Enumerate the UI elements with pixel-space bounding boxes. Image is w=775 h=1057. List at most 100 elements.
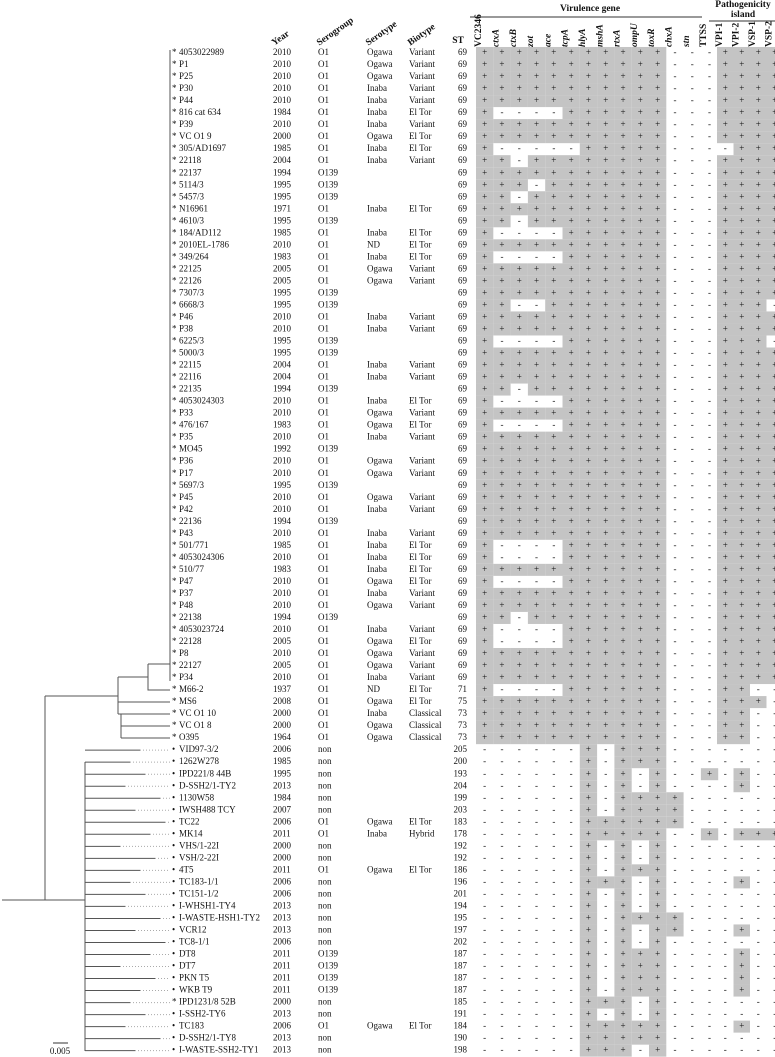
cell-shade bbox=[614, 1008, 632, 1021]
gene-cell: + bbox=[534, 155, 539, 165]
cell-shade bbox=[766, 828, 775, 841]
sequence-type: 69 bbox=[458, 191, 468, 201]
gene-cell: + bbox=[569, 492, 574, 502]
gene-cell: + bbox=[723, 528, 728, 538]
gene-cell: - bbox=[604, 1009, 607, 1019]
gene-cell: - bbox=[708, 107, 711, 117]
cell-shade bbox=[614, 972, 632, 985]
gene-cell: + bbox=[723, 612, 728, 622]
gene-cell: + bbox=[723, 420, 728, 430]
gene-cell: + bbox=[756, 263, 761, 273]
cell-shade bbox=[579, 203, 598, 216]
gene-cell: + bbox=[517, 408, 522, 418]
gene-cell: + bbox=[482, 720, 487, 730]
gene-cell: - bbox=[740, 864, 743, 874]
gene-cell: - bbox=[500, 227, 503, 237]
cell-shade bbox=[766, 167, 775, 180]
cell-shade bbox=[631, 623, 649, 636]
gene-cell: + bbox=[621, 179, 626, 189]
gene-cell: + bbox=[482, 612, 487, 622]
cell-shade bbox=[614, 143, 632, 156]
gene-cell: + bbox=[603, 696, 608, 706]
gene-cell: + bbox=[603, 107, 608, 117]
gene-cell: + bbox=[621, 684, 626, 694]
strain-name: D-SSH2/1-TY8 bbox=[179, 1033, 237, 1043]
gene-cell: - bbox=[691, 648, 694, 658]
strain-name: 4610/3 bbox=[179, 215, 205, 225]
cell-shade bbox=[597, 383, 615, 396]
serogroup: O1 bbox=[318, 360, 329, 370]
gene-cell: - bbox=[691, 299, 694, 309]
cell-shade bbox=[597, 876, 615, 889]
year: 2006 bbox=[273, 876, 292, 886]
gene-cell: + bbox=[603, 143, 608, 153]
cell-shade bbox=[649, 864, 667, 877]
sequence-type: 69 bbox=[458, 143, 468, 153]
gene-cell: - bbox=[518, 997, 521, 1007]
gene-cell: + bbox=[621, 348, 626, 358]
cell-shade bbox=[597, 672, 615, 685]
gene-cell: + bbox=[739, 780, 744, 790]
cell-shade bbox=[614, 768, 632, 781]
serotype: Inaba bbox=[367, 672, 387, 682]
cell-shade bbox=[597, 347, 615, 360]
gene-cell: + bbox=[586, 804, 591, 814]
sequence-type: 69 bbox=[458, 71, 468, 81]
biotype: El Tor bbox=[409, 696, 431, 706]
gene-cell: + bbox=[586, 336, 591, 346]
gene-cell: + bbox=[621, 83, 626, 93]
gene-cell: + bbox=[603, 167, 608, 177]
gene-cell: + bbox=[569, 167, 574, 177]
cell-shade bbox=[649, 179, 667, 192]
year: 2010 bbox=[273, 576, 292, 586]
gene-cell: - bbox=[604, 792, 607, 802]
gene-cell: + bbox=[739, 360, 744, 370]
gene-cell: + bbox=[517, 600, 522, 610]
cell-shade bbox=[649, 46, 667, 60]
gene-cell: + bbox=[739, 299, 744, 309]
gene-cell: + bbox=[569, 107, 574, 117]
cell-shade bbox=[562, 203, 580, 216]
gene-cell: + bbox=[638, 913, 643, 923]
gene-cell: + bbox=[482, 552, 487, 562]
gene-cell: + bbox=[655, 840, 660, 850]
cell-shade bbox=[527, 275, 546, 288]
sequence-type: 178 bbox=[454, 828, 468, 838]
gene-cell: + bbox=[723, 600, 728, 610]
gene-cell: + bbox=[772, 227, 775, 237]
cell-shade bbox=[476, 635, 494, 648]
cell-shade bbox=[510, 323, 528, 336]
sequence-type: 69 bbox=[458, 444, 468, 454]
gene-cell: + bbox=[603, 648, 608, 658]
cell-shade bbox=[631, 599, 649, 612]
gene-cell: + bbox=[655, 155, 660, 165]
cell-shade bbox=[649, 780, 667, 793]
gene-cell: + bbox=[569, 336, 574, 346]
gene-cell: + bbox=[638, 251, 643, 261]
gene-cell: + bbox=[499, 47, 504, 57]
gene-cell: + bbox=[655, 588, 660, 598]
year: 2013 bbox=[273, 1045, 292, 1055]
cell-shade bbox=[562, 491, 580, 504]
gene-cell: - bbox=[691, 263, 694, 273]
gene-cell: + bbox=[482, 143, 487, 153]
gene-cell: - bbox=[570, 888, 573, 898]
gene-cell: - bbox=[518, 576, 521, 586]
biotype: Variant bbox=[409, 83, 435, 93]
cell-shade bbox=[733, 83, 750, 96]
year: 2010 bbox=[273, 47, 292, 57]
cell-shade bbox=[733, 575, 750, 588]
gene-cell: - bbox=[552, 949, 555, 959]
cell-shade bbox=[750, 251, 767, 264]
biotype: El Tor bbox=[409, 143, 431, 153]
gene-cell: + bbox=[621, 672, 626, 682]
gene-cell: + bbox=[772, 263, 775, 273]
gene-cell: + bbox=[569, 552, 574, 562]
gene-cell: + bbox=[551, 203, 556, 213]
gene-cell: + bbox=[569, 59, 574, 69]
strain-marker: * bbox=[172, 239, 177, 249]
gene-cell: + bbox=[638, 816, 643, 826]
serotype: Inaba bbox=[367, 360, 387, 370]
gene-cell: - bbox=[500, 937, 503, 947]
cell-shade bbox=[649, 792, 667, 805]
